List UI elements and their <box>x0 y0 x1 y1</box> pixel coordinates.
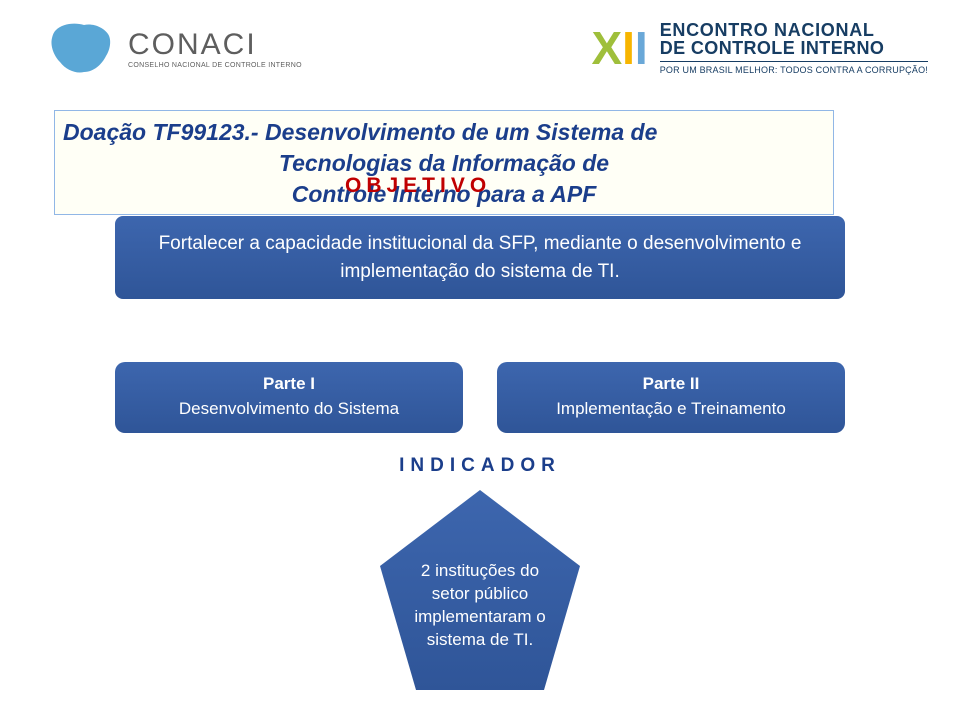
pentagon-text: 2 instituções do setor público implement… <box>380 560 580 652</box>
event-tagline: POR UM BRASIL MELHOR: TODOS CONTRA A COR… <box>660 66 928 75</box>
event-line2: DE CONTROLE INTERNO <box>660 39 928 57</box>
part-1-title: Parte I <box>125 372 453 397</box>
brand-subtitle: CONSELHO NACIONAL DE CONTROLE INTERNO <box>128 62 302 69</box>
part-1-sub: Desenvolvimento do Sistema <box>125 397 453 422</box>
brazil-map-icon <box>44 20 116 76</box>
indicador-label: INDICADOR <box>0 455 960 477</box>
pentagon-box: 2 instituções do setor público implement… <box>380 490 580 690</box>
slide-header: CONACI CONSELHO NACIONAL DE CONTROLE INT… <box>0 0 960 96</box>
title-line1: Doação TF99123.- Desenvolvimento de um S… <box>63 117 825 148</box>
event-block: XII ENCONTRO NACIONAL DE CONTROLE INTERN… <box>591 21 928 75</box>
part-2-title: Parte II <box>507 372 835 397</box>
slide-title-box: Doação TF99123.- Desenvolvimento de um S… <box>54 110 834 215</box>
title-line2: Tecnologias da Informação de <box>63 148 825 179</box>
parts-row: Parte I Desenvolvimento do Sistema Parte… <box>115 362 845 433</box>
event-title-block: ENCONTRO NACIONAL DE CONTROLE INTERNO PO… <box>660 21 928 75</box>
brand-name: CONACI <box>128 28 302 62</box>
part-2-sub: Implementação e Treinamento <box>507 397 835 422</box>
brand-text: CONACI CONSELHO NACIONAL DE CONTROLE INT… <box>128 28 302 69</box>
part-2-box: Parte II Implementação e Treinamento <box>497 362 845 433</box>
event-divider <box>660 61 928 62</box>
title-line3: Controle Interno para a APF <box>63 179 825 210</box>
objective-box: Fortalecer a capacidade institucional da… <box>115 216 845 299</box>
brand-block: CONACI CONSELHO NACIONAL DE CONTROLE INT… <box>44 20 302 76</box>
event-roman-icon: XII <box>591 25 647 71</box>
part-1-box: Parte I Desenvolvimento do Sistema <box>115 362 463 433</box>
event-line1: ENCONTRO NACIONAL <box>660 21 928 39</box>
